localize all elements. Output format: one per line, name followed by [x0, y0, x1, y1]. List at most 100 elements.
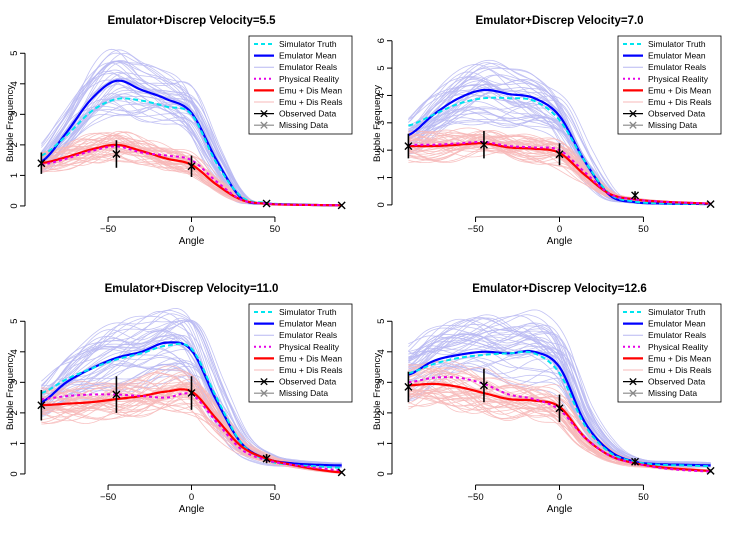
- y-tick-label: 5: [9, 319, 20, 324]
- chart-title: Emulator+Discrep Velocity=5.5: [107, 15, 276, 27]
- legend-label-missing-data: Missing Data: [648, 120, 697, 130]
- legend-label-simulator-truth: Simulator Truth: [648, 307, 706, 317]
- x-axis-label: Angle: [179, 236, 205, 247]
- legend-label-missing-data: Missing Data: [279, 120, 328, 130]
- x-tick-label: 0: [557, 492, 562, 503]
- chart-title: Emulator+Discrep Velocity=12.6: [472, 283, 647, 295]
- legend-label-observed-data: Observed Data: [648, 109, 705, 119]
- legend-marker-missing-data: [629, 121, 637, 129]
- legend-label-emu-dis-reals: Emu + Dis Reals: [279, 365, 343, 375]
- legend-marker-observed-data: [260, 377, 268, 386]
- y-axis-label: Bubble Frequency: [5, 85, 16, 162]
- legend-label-observed-data: Observed Data: [279, 109, 336, 119]
- legend-marker-observed-data: [260, 109, 268, 118]
- legend-marker-missing-data: [260, 389, 268, 397]
- x-tick-label: 0: [189, 492, 194, 503]
- observed-point: [112, 390, 121, 399]
- observed-point: [555, 150, 564, 159]
- y-tick-label: 1: [376, 441, 387, 446]
- x-tick-label: −50: [100, 492, 116, 503]
- observed-point: [479, 140, 488, 149]
- y-axis-label: Bubble Frequency: [372, 85, 383, 162]
- chart-title: Emulator+Discrep Velocity=7.0: [475, 15, 643, 27]
- emu-dis-real-line: [408, 367, 711, 471]
- observed-point: [187, 162, 196, 171]
- observed-point: [479, 381, 488, 390]
- legend-label-missing-data: Missing Data: [279, 388, 328, 398]
- x-axis-label: Angle: [547, 504, 573, 515]
- observed-point: [37, 401, 46, 410]
- observed-point: [404, 382, 413, 391]
- legend-box: [248, 303, 353, 403]
- legend-label-emulator-reals: Emulator Reals: [648, 62, 706, 72]
- x-tick-label: 50: [270, 224, 281, 235]
- y-tick-label: 6: [376, 38, 387, 43]
- observed-point: [112, 150, 121, 159]
- y-tick-label: 5: [9, 51, 20, 56]
- legend-label-missing-data: Missing Data: [648, 388, 697, 398]
- y-tick-label: 4: [9, 81, 20, 86]
- simulator-truth-line: [408, 350, 711, 468]
- legend-marker-missing-data: [260, 121, 268, 129]
- chart-title: Emulator+Discrep Velocity=11.0: [105, 283, 279, 295]
- legend-label-emu-dis-reals: Emu + Dis Reals: [279, 97, 343, 107]
- x-tick-label: 50: [638, 224, 649, 235]
- legend-label-emu-dis-mean: Emu + Dis Mean: [648, 353, 711, 363]
- y-tick-label: 5: [376, 319, 387, 324]
- x-tick-label: −50: [467, 224, 483, 235]
- observed-point: [631, 457, 640, 466]
- chart-panel: Emulator+Discrep Velocity=12.6−50 0 50Angl…: [372, 283, 722, 515]
- legend-label-emulator-reals: Emulator Reals: [648, 330, 706, 340]
- y-tick-label: 4: [376, 349, 387, 354]
- y-tick-label: 2: [9, 142, 20, 147]
- legend-box: [248, 35, 353, 135]
- observed-point: [404, 142, 413, 151]
- x-tick-label: 0: [557, 224, 562, 235]
- y-tick-label: 2: [9, 410, 20, 415]
- y-tick-label: 3: [9, 380, 20, 385]
- legend-label-emu-dis-mean: Emu + Dis Mean: [648, 85, 711, 95]
- legend-label-emulator-reals: Emulator Reals: [279, 62, 337, 72]
- observed-point: [706, 466, 715, 475]
- legend-marker-observed-data: [629, 377, 637, 386]
- plot-area: [407, 59, 711, 206]
- legend-label-emulator-mean: Emulator Mean: [279, 319, 337, 329]
- observed-point: [337, 468, 346, 477]
- y-axis-label: Bubble Frequency: [372, 353, 383, 430]
- legend-label-simulator-truth: Simulator Truth: [279, 39, 337, 49]
- y-tick-label: 4: [9, 349, 20, 354]
- legend-label-emulator-mean: Emulator Mean: [648, 319, 706, 329]
- emu-dis-real-line: [41, 369, 342, 473]
- observed-point: [706, 200, 715, 209]
- y-tick-label: 2: [376, 410, 387, 415]
- legend-label-observed-data: Observed Data: [648, 377, 705, 387]
- observed-point: [555, 404, 564, 413]
- x-axis-label: Angle: [179, 504, 205, 515]
- y-tick-label: 4: [376, 93, 387, 98]
- emulator-real-line: [41, 320, 342, 465]
- legend-box: [617, 35, 722, 135]
- legend-marker-missing-data: [629, 389, 637, 397]
- emulator-real-line: [408, 309, 711, 464]
- observed-point: [37, 159, 46, 168]
- y-tick-label: 3: [376, 380, 387, 385]
- emulator-mean-line: [408, 349, 711, 467]
- chart-panel: Emulator+Discrep Velocity=5.5 −50 0 50 Angle…: [5, 15, 353, 247]
- y-tick-label: 1: [376, 175, 387, 180]
- legend-label-emu-dis-mean: Emu + Dis Mean: [279, 85, 342, 95]
- legend-label-physical-reality: Physical Reality: [279, 74, 340, 84]
- x-tick-label: 0: [189, 224, 194, 235]
- x-tick-label: −50: [467, 492, 483, 503]
- x-tick-label: −50: [100, 224, 116, 235]
- y-tick-label: 3: [376, 120, 387, 125]
- emulator-real-line: [408, 315, 711, 464]
- observed-point: [187, 389, 196, 398]
- legend-box: [617, 303, 722, 403]
- legend-label-emu-dis-reals: Emu + Dis Reals: [648, 365, 712, 375]
- y-tick-label: 3: [9, 112, 20, 117]
- emulator-real-line: [41, 315, 342, 465]
- y-tick-label: 1: [9, 173, 20, 178]
- y-tick-label: 0: [9, 471, 20, 476]
- y-axis-label: Bubble Frequency: [5, 353, 16, 430]
